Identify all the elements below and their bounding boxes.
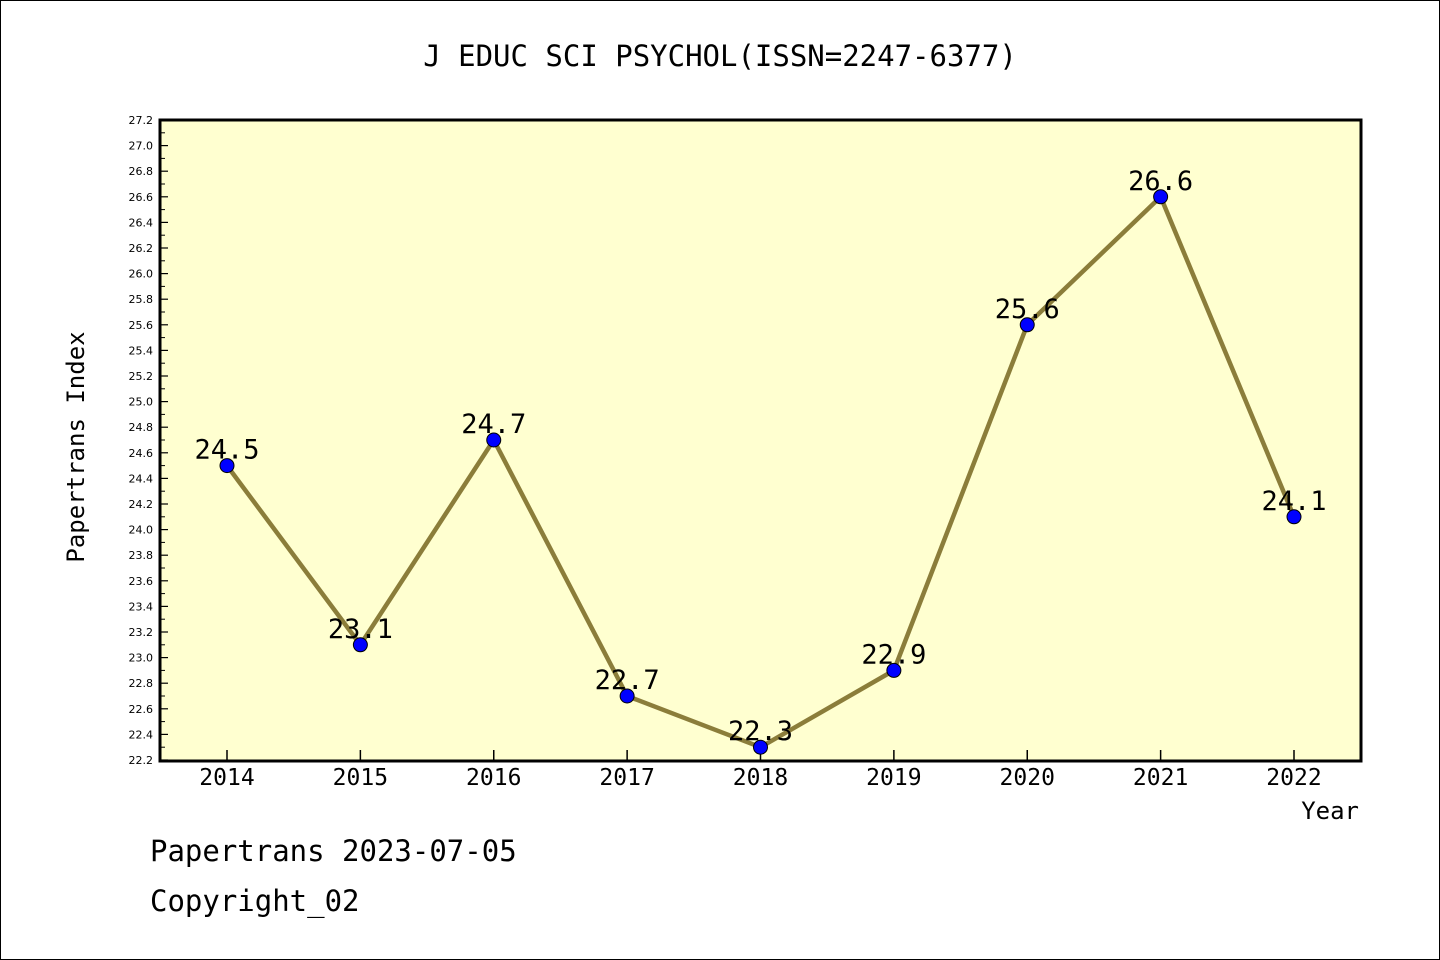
x-tick-label: 2016 bbox=[466, 765, 521, 791]
y-tick-label: 23.4 bbox=[129, 600, 154, 613]
y-tick-label: 24.2 bbox=[129, 498, 154, 511]
data-point bbox=[1153, 189, 1169, 205]
data-point bbox=[886, 662, 902, 678]
y-tick-label: 26.4 bbox=[129, 216, 154, 229]
y-tick-label: 24.6 bbox=[129, 447, 154, 460]
y-tick-label: 27.0 bbox=[129, 140, 154, 153]
x-tick-label: 2015 bbox=[333, 765, 388, 791]
data-label: 22.3 bbox=[728, 716, 793, 747]
data-point bbox=[352, 637, 368, 653]
y-tick-label: 22.2 bbox=[129, 754, 154, 767]
y-tick-label: 23.8 bbox=[129, 549, 154, 562]
plot-area bbox=[158, 118, 1363, 763]
y-tick-label: 26.6 bbox=[129, 191, 154, 204]
y-tick-label: 25.0 bbox=[129, 396, 154, 409]
footer-copyright: Copyright_02 bbox=[150, 884, 360, 918]
data-point bbox=[753, 739, 768, 755]
data-label: 23.1 bbox=[328, 614, 393, 645]
y-tick-label: 23.0 bbox=[129, 652, 154, 665]
x-tick-label: 2018 bbox=[733, 765, 788, 791]
chart-title: J EDUC SCI PSYCHOL(ISSN=2247-6377) bbox=[423, 39, 1017, 73]
x-tick-label: 2019 bbox=[866, 765, 921, 791]
y-axis: 22.2 22.4 22.6 22.8 23.0 23.2 23.4 23.6 23.8 24.0… bbox=[129, 114, 168, 767]
y-tick-label: 25.8 bbox=[129, 293, 154, 306]
x-tick-label: 2022 bbox=[1266, 765, 1321, 791]
data-label: 26.6 bbox=[1128, 166, 1193, 197]
data-label: 25.6 bbox=[995, 294, 1060, 325]
y-tick-label: 22.4 bbox=[129, 728, 154, 741]
data-point bbox=[1019, 317, 1035, 333]
x-tick-label: 2021 bbox=[1133, 765, 1188, 791]
y-tick-label: 26.8 bbox=[129, 165, 154, 178]
y-tick-label: 23.6 bbox=[129, 575, 154, 588]
y-tick-label: 22.8 bbox=[129, 677, 154, 690]
data-label: 24.5 bbox=[194, 435, 259, 466]
x-tick-label: 2020 bbox=[1000, 765, 1055, 791]
data-point bbox=[619, 688, 635, 704]
data-points bbox=[219, 189, 1302, 755]
y-tick-label: 24.8 bbox=[129, 421, 154, 434]
data-point bbox=[219, 458, 235, 474]
data-point bbox=[1286, 509, 1302, 525]
x-axis-label: Year bbox=[1301, 797, 1359, 825]
x-tick-label: 2014 bbox=[199, 765, 254, 791]
y-tick-label: 27.2 bbox=[129, 114, 154, 127]
x-tick-label: 2017 bbox=[599, 765, 654, 791]
y-tick-label: 26.0 bbox=[129, 268, 154, 281]
x-axis: 2014 2015 2016 2017 2018 2019 2020 2021 2022 bbox=[199, 750, 1322, 791]
data-point bbox=[486, 432, 502, 448]
y-tick-label: 22.6 bbox=[129, 703, 154, 716]
y-axis-label: Papertrans Index bbox=[62, 331, 90, 562]
data-label: 22.9 bbox=[861, 639, 926, 670]
y-tick-label: 25.4 bbox=[129, 344, 154, 357]
y-tick-label: 25.6 bbox=[129, 319, 154, 332]
data-label: 24.7 bbox=[461, 409, 526, 440]
footer-date: Papertrans 2023-07-05 bbox=[150, 834, 517, 868]
y-tick-label: 24.0 bbox=[129, 524, 154, 537]
y-tick-label: 23.2 bbox=[129, 626, 154, 639]
data-label: 22.7 bbox=[595, 665, 660, 696]
y-tick-label: 24.4 bbox=[129, 472, 154, 485]
data-labels: 24.5 23.1 24.7 22.7 22.3 22.9 25.6 26.6 24.1 bbox=[194, 166, 1326, 747]
y-tick-label: 26.2 bbox=[129, 242, 154, 255]
data-label: 24.1 bbox=[1261, 486, 1326, 517]
y-tick-label: 25.2 bbox=[129, 370, 154, 383]
